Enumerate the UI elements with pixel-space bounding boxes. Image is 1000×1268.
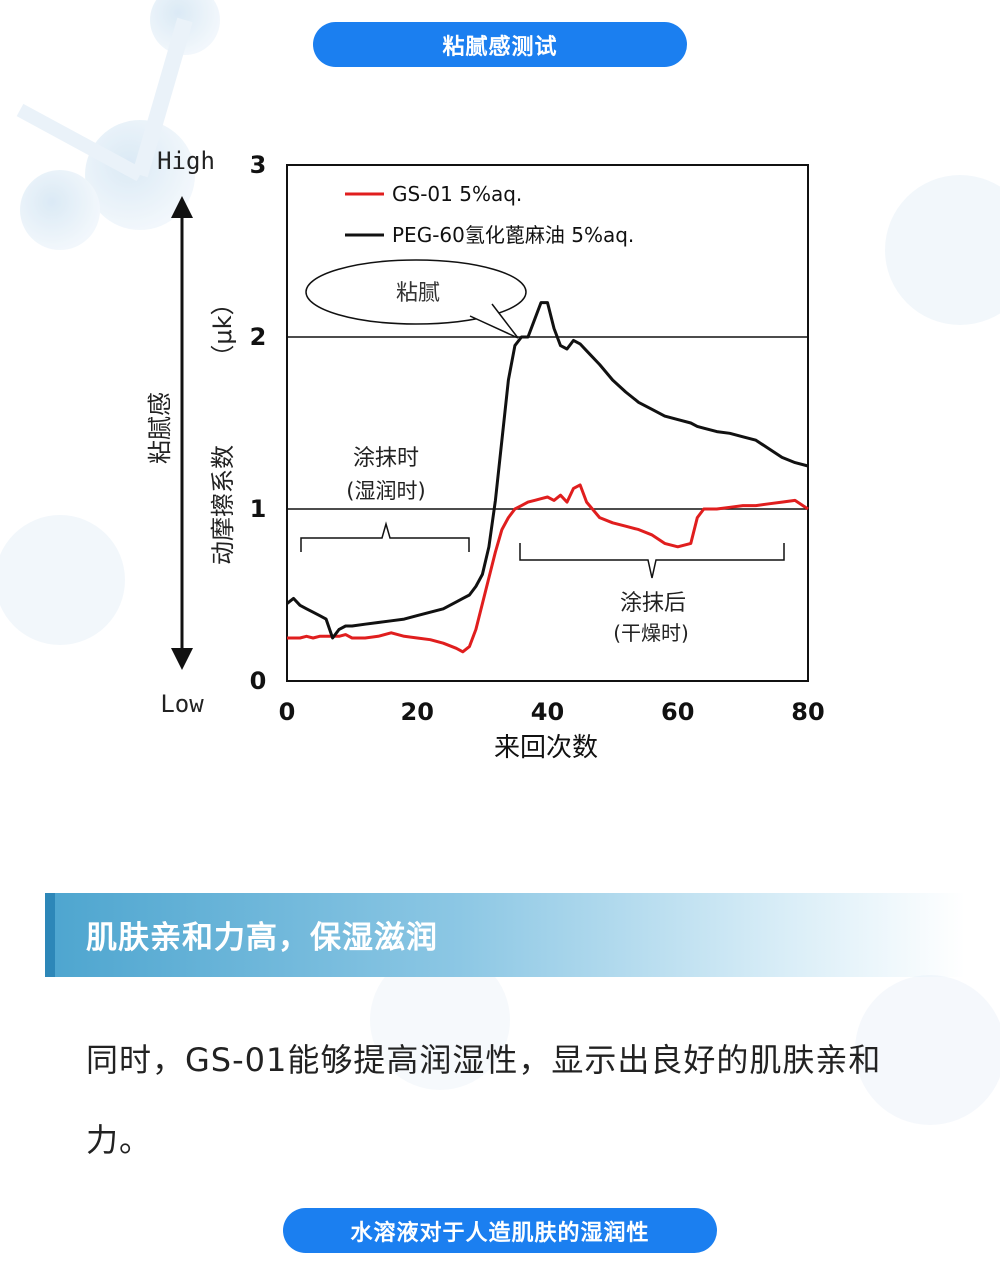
callout-text: 粘腻	[396, 281, 440, 306]
section-banner-accent	[45, 893, 55, 977]
side-arrow-up-icon	[171, 196, 193, 218]
y-tick-label: 1	[250, 495, 267, 523]
section-title: 粘腻感测试	[442, 34, 558, 60]
section-title-pill: 粘腻感测试	[313, 22, 687, 67]
dry-phase-label: 涂抹后	[620, 591, 686, 616]
legend-label-peg60: PEG-60氢化蓖麻油 5%aq.	[392, 223, 634, 247]
x-tick-label: 20	[401, 698, 434, 726]
y-tick-label: 3	[250, 151, 267, 179]
x-tick-label: 40	[531, 698, 564, 726]
y-tick-label: 2	[250, 323, 267, 351]
side-axis-label: 粘腻感	[146, 392, 174, 464]
side-arrow-down-icon	[171, 648, 193, 670]
series-line-gs01	[287, 483, 809, 654]
plot-frame	[286, 164, 809, 682]
footer-title: 水溶液对于人造肌肤的湿润性	[350, 1220, 650, 1246]
wet-phase-label: 涂抹时	[353, 446, 419, 471]
section-heading: 肌肤亲和力高，保湿滋润	[86, 920, 438, 956]
footer-title-pill: 水溶液对于人造肌肤的湿润性	[283, 1208, 717, 1253]
wet-phase-sublabel: (湿润时)	[346, 479, 425, 503]
y-axis-unit: （μk）	[209, 291, 237, 368]
y-tick-label: 0	[250, 667, 267, 695]
side-high-label: High	[157, 147, 215, 175]
series-line-peg60	[286, 301, 809, 640]
callout-bubble	[305, 259, 527, 325]
y-axis-label: 动摩擦系数	[209, 445, 237, 565]
side-low-label: Low	[160, 690, 204, 718]
friction-chart: High Low 粘腻感 动摩擦系数 （μk） 来回次数 0 20 40 60 80 0 1…	[146, 147, 825, 763]
x-tick-label: 80	[791, 698, 824, 726]
legend-label-gs01: GS-01 5%aq.	[392, 182, 522, 206]
x-tick-label: 60	[661, 698, 694, 726]
dry-phase-brace	[519, 543, 785, 579]
x-axis-label: 来回次数	[494, 733, 598, 763]
dry-phase-sublabel: (干燥时)	[613, 621, 689, 645]
callout-tail	[469, 303, 519, 339]
section-banner	[45, 893, 965, 977]
body-paragraph: 同时，GS-01能够提高润湿性，显示出良好的肌肤亲和力。	[86, 1041, 882, 1159]
x-tick-label: 0	[279, 698, 296, 726]
wet-phase-brace	[300, 521, 470, 552]
